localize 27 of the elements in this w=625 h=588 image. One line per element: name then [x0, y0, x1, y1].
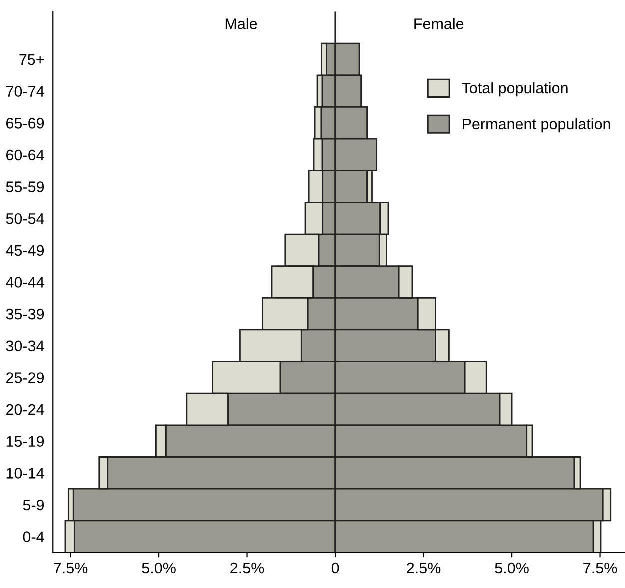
x-tick-label: 7.5%	[584, 562, 618, 574]
y-tick-label: 65-69	[6, 118, 44, 129]
y-tick-label: 75+	[20, 54, 44, 66]
y-tick-label: 45-49	[6, 245, 44, 256]
y-tick-label: 0-4	[23, 532, 44, 542]
y-tick-label: 55-59	[6, 182, 44, 192]
y-tick-label: 25-29	[6, 372, 44, 384]
legend-label: Permanent population	[463, 118, 610, 133]
x-tick-label: 7.5%	[54, 562, 88, 574]
y-tick-label: 10-14	[6, 468, 44, 479]
y-tick-label: 30-34	[6, 340, 44, 352]
y-tick-label: 15-19	[6, 436, 44, 448]
x-tick-label: 2.5%	[407, 562, 441, 574]
y-tick-label: 40-44	[6, 277, 44, 288]
y-tick-label: 70-74	[6, 86, 44, 97]
y-tick-label: 50-54	[6, 213, 44, 224]
annotation: Male	[226, 18, 258, 30]
y-tick-label: 60-64	[6, 150, 44, 161]
x-tick-label: 5.0%	[142, 562, 176, 574]
y-tick-label: 35-39	[6, 308, 44, 320]
x-tick-label: 5.0%	[495, 562, 529, 574]
legend-label: Total population	[462, 82, 568, 97]
y-tick-label: 20-24	[6, 404, 44, 416]
x-tick-label: 0	[332, 562, 340, 574]
x-tick-label: 2.5%	[230, 562, 264, 574]
annotation: Female	[414, 18, 464, 30]
y-tick-label: 5-9	[23, 500, 44, 511]
